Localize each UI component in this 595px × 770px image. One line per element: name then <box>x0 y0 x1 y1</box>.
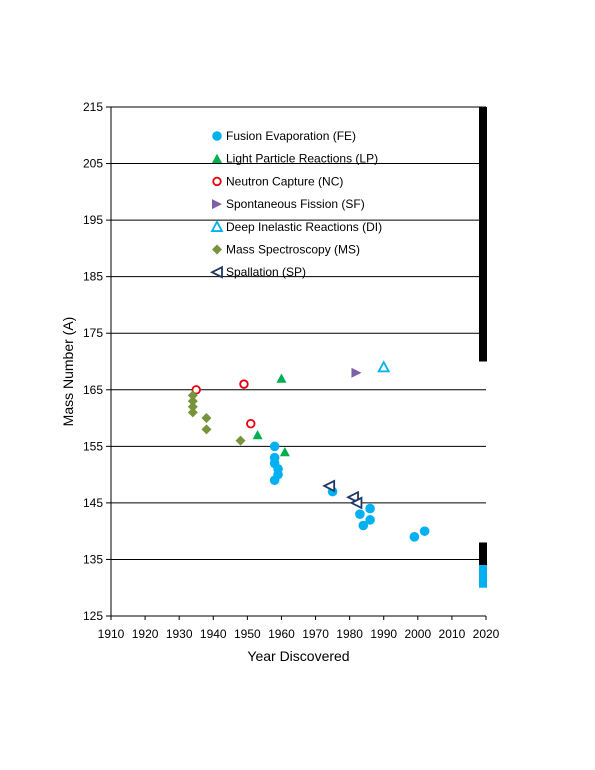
point-fusion-evaporation <box>419 526 430 536</box>
y-tick-label: 145 <box>83 496 103 510</box>
x-tick-label: 1930 <box>166 627 193 641</box>
legend-marker-light-particle-reactions <box>212 153 222 163</box>
point-neutron-capture <box>191 385 201 395</box>
y-tick-labels: 125 135 145 155 165 175 185 195 205 215 <box>83 100 103 623</box>
x-tick-label: 1990 <box>370 627 397 641</box>
x-tick-label: 2000 <box>404 627 431 641</box>
point-fusion-evaporation <box>355 509 365 519</box>
point-light-particle-reactions <box>252 430 263 440</box>
y-tick-label: 165 <box>83 383 103 397</box>
y-tick-label: 185 <box>83 270 103 284</box>
y-tick-label: 215 <box>83 100 103 114</box>
point-mass-spectroscopy <box>187 396 198 407</box>
point-fusion-evaporation <box>365 515 375 525</box>
point-mass-spectroscopy <box>201 413 212 424</box>
legend-entry-deep-inelastic-reactions: Deep Inelastic Reactions (DI) <box>226 220 382 234</box>
point-mass-spectroscopy <box>201 424 212 435</box>
point-spontaneous-fission <box>351 367 362 378</box>
x-tick-label: 1970 <box>302 627 329 641</box>
point-deep-inelastic-reactions <box>377 360 391 373</box>
legend-entry-neutron-capture: Neutron Capture (NC) <box>226 174 343 188</box>
y-tick-label: 135 <box>83 552 103 566</box>
point-neutron-capture <box>246 419 256 429</box>
point-fusion-evaporation <box>269 441 280 452</box>
legend-marker-spontaneous-fission <box>212 199 222 210</box>
x-tick-label: 1920 <box>132 627 159 641</box>
point-light-particle-reactions <box>279 446 290 457</box>
legend-marker-spallation <box>209 265 223 279</box>
y-axis-label: Mass Number (A) <box>60 317 76 427</box>
point-mass-spectroscopy <box>187 390 198 401</box>
point-fusion-evaporation <box>358 520 369 531</box>
legend-marker-neutron-capture <box>212 176 222 187</box>
point-fusion-evaporation <box>365 503 375 514</box>
x-tick-labels: 1910 1920 1930 1940 1950 1960 1970 1980 1990 2000… <box>98 627 500 641</box>
point-spallation <box>346 490 359 504</box>
legend-entry-spallation: Spallation (SP) <box>226 265 306 279</box>
right-edge-bar <box>479 107 487 362</box>
axes <box>106 106 487 620</box>
x-axis-label: Year Discovered <box>247 648 349 664</box>
right-edge-bars <box>479 107 487 588</box>
gridlines <box>111 106 486 560</box>
x-tick-label: 1950 <box>234 627 261 641</box>
y-tick-label: 205 <box>83 157 103 171</box>
x-tick-label: 1960 <box>268 627 295 641</box>
legend-entry-mass-spectroscopy: Mass Spectroscopy (MS) <box>226 243 360 257</box>
legend: Fusion Evaporation (FE) Light Particle Re… <box>209 129 382 279</box>
x-tick-label: 1910 <box>98 627 125 641</box>
legend-marker-fusion-evaporation <box>212 131 222 141</box>
legend-entry-spontaneous-fission: Spontaneous Fission (SF) <box>226 197 365 211</box>
y-tick-label: 125 <box>83 609 103 623</box>
right-edge-bar <box>479 565 487 588</box>
x-tick-label: 1940 <box>200 627 227 641</box>
point-neutron-capture <box>239 379 249 389</box>
point-fusion-evaporation <box>269 475 280 486</box>
legend-entry-light-particle-reactions: Light Particle Reactions (LP) <box>226 152 378 166</box>
point-fusion-evaporation <box>409 532 420 542</box>
y-tick-label: 195 <box>83 213 103 227</box>
point-mass-spectroscopy <box>187 407 198 418</box>
legend-marker-deep-inelastic-reactions <box>210 219 224 232</box>
y-tick-label: 175 <box>83 326 103 340</box>
legend-entry-fusion-evaporation: Fusion Evaporation (FE) <box>226 129 356 143</box>
point-spallation <box>349 496 363 510</box>
x-tick-label: 2020 <box>473 627 500 641</box>
point-light-particle-reactions <box>276 373 287 383</box>
point-mass-spectroscopy <box>235 435 246 446</box>
point-spallation <box>322 479 336 493</box>
point-mass-spectroscopy <box>187 401 198 412</box>
data-points <box>187 360 430 542</box>
right-edge-bar <box>479 542 487 566</box>
x-tick-label: 2010 <box>439 627 466 641</box>
x-tick-label: 1980 <box>336 627 363 641</box>
legend-marker-mass-spectroscopy <box>212 244 222 255</box>
y-tick-label: 155 <box>83 439 103 453</box>
